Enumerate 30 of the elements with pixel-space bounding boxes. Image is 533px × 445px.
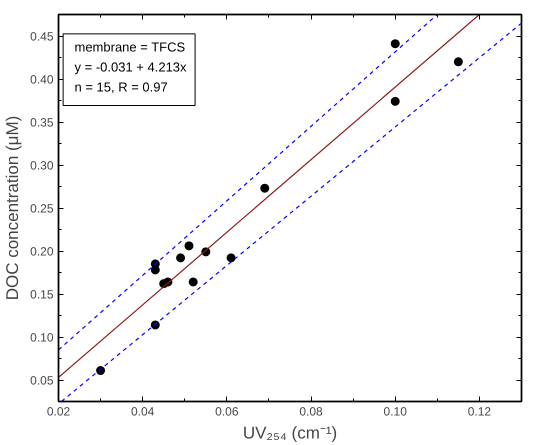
annotation: n = 15, R = 0.97 bbox=[74, 80, 168, 94]
y-tick-label: 0.20 bbox=[30, 244, 54, 258]
y-tick-label: 0.40 bbox=[30, 72, 54, 86]
y-tick-label: 0.30 bbox=[30, 158, 54, 172]
point bbox=[150, 320, 160, 330]
y-axis-title: DOC concentration (μM) bbox=[3, 116, 22, 300]
y-tick-label: 0.15 bbox=[30, 288, 54, 302]
x-tick-label: 0.02 bbox=[46, 404, 71, 418]
y-tick-label: 0.45 bbox=[30, 30, 54, 44]
y-tick-label: 0.05 bbox=[30, 374, 54, 388]
x-axis-title: UV₂₅₄ (cm⁻¹) bbox=[242, 424, 338, 442]
x-tick-label: 0.04 bbox=[131, 404, 155, 418]
point bbox=[176, 253, 186, 262]
annotation: membrane = TFCS bbox=[74, 40, 186, 54]
x-tick-label: 0.08 bbox=[299, 404, 324, 418]
point bbox=[390, 39, 400, 48]
point bbox=[226, 253, 236, 262]
point bbox=[188, 277, 198, 286]
x-tick-label: 0.10 bbox=[384, 404, 408, 418]
x-tick-label: 0.06 bbox=[215, 404, 239, 418]
annotation: y = -0.031 + 4.213x bbox=[74, 60, 188, 74]
point bbox=[260, 184, 270, 193]
point bbox=[184, 241, 194, 250]
y-tick-label: 0.25 bbox=[30, 202, 54, 216]
point bbox=[454, 57, 463, 66]
y-tick-label: 0.35 bbox=[30, 116, 54, 130]
point bbox=[390, 96, 400, 106]
x-tick-label: 0.12 bbox=[468, 404, 492, 418]
point bbox=[96, 366, 106, 376]
y-tick-label: 0.10 bbox=[30, 330, 54, 344]
